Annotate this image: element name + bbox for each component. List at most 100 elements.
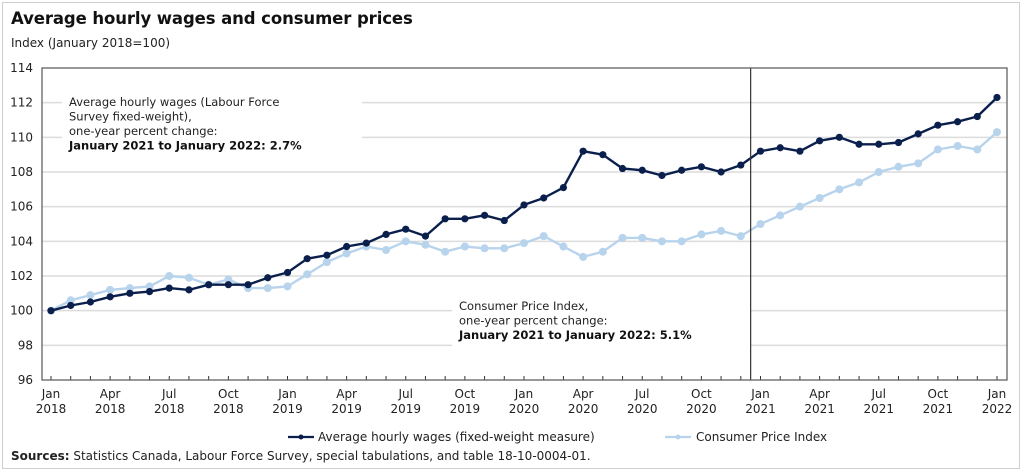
cpi-point [460,242,469,251]
wages-point [835,133,843,141]
y-tick-label: 108 [10,165,33,179]
wages-point [402,225,410,233]
wages-point [165,284,173,292]
y-tick-label: 110 [10,130,33,144]
x-tick-label-year: 2019 [450,402,481,416]
wages-point [618,164,627,173]
axes [41,67,1008,381]
cpi-point [263,284,272,293]
annotation-wages-line: one-year percent change: [69,124,218,138]
wages-point [106,293,114,301]
cpi-point [638,233,647,242]
wages-point [875,140,883,148]
cpi-point [559,242,568,251]
wages-point [382,230,390,238]
y-tick-label: 112 [10,96,33,110]
cpi-point [480,244,489,253]
x-tick-label-year: 2022 [982,402,1013,416]
x-tick-label-year: 2020 [568,402,599,416]
cpi-point [106,285,115,294]
cpi-point [697,230,706,239]
cpi-point [914,159,923,168]
x-tick-label-year: 2020 [627,402,658,416]
wages-point [658,171,666,180]
wages-point [599,151,607,159]
wages-point [559,184,568,192]
wages-point [362,239,370,247]
wages-point [441,215,449,223]
cpi-point [993,128,1001,137]
cpi-point [677,237,686,246]
wages-point [776,144,784,152]
wages-point [678,166,686,174]
cpi-point [835,185,844,194]
y-axis-label: Index (January 2018=100) [11,36,171,50]
cpi-point [66,296,75,305]
wages-point [224,281,232,289]
annotation-wages-line: Survey fixed-weight), [69,110,192,124]
x-tick-label-month: Jul [634,387,649,401]
x-tick-label-year: 2019 [272,402,303,416]
x-tick-label-month: Oct [218,387,239,401]
cpi-point [598,247,607,256]
wages-point [756,147,765,155]
annotations: Average hourly wages (Labour ForceSurvey… [62,92,750,348]
wages-point [323,251,331,259]
cpi-point [86,291,95,300]
cpi-point [855,178,864,187]
cpi-point [224,275,233,284]
x-tick-label-month: Jan [41,387,61,401]
x-tick-label-year: 2019 [390,402,421,416]
x-tick-label-month: Oct [928,387,949,401]
wages-point [264,274,272,282]
x-tick-label-month: Jul [161,387,176,401]
x-tick-label-month: Apr [336,387,357,401]
wages-point [914,130,922,138]
annotation-wages-change: January 2021 to January 2022: 2.7% [68,139,302,153]
cpi-point [874,168,883,176]
annotation-bg [452,296,750,348]
x-tick-label-year: 2021 [863,402,894,416]
cpi-line [50,131,998,312]
cpi-point [795,202,804,211]
wages-point [145,288,154,296]
wages-point [855,140,863,148]
annotation-cpi-line: one-year percent change: [459,314,608,328]
cpi-point [776,211,785,220]
cpi-point [382,246,391,254]
wages-point [717,168,725,176]
y-tick-label: 114 [10,61,33,75]
sources-text: Statistics Canada, Labour Force Survey, … [69,449,591,463]
annotation-wages-line: Average hourly wages (Labour Force [69,95,279,109]
cpi-point [657,237,666,246]
sources-label: Sources: [11,449,70,463]
x-tick-label-month: Jan [750,387,770,401]
cpi-point [125,284,134,293]
annotation-bg [62,92,362,154]
wages-point [973,112,981,121]
wages-point [185,286,193,294]
x-tick-label-year: 2021 [745,402,776,416]
cpi-point [421,240,430,249]
chart-title: Average hourly wages and consumer prices [11,9,413,28]
x-tick-label-year: 2018 [213,402,244,416]
cpi-point [973,145,982,154]
legend-cpi-label: Consumer Price Index [696,430,827,444]
annotation-cpi-line: Consumer Price Index, [459,299,588,313]
y-axis-ticks: 96 98 100 102 104 106 108 110 112 114 [10,61,33,387]
cpi-point [342,249,351,258]
wages-point [993,93,1001,102]
wages-point [205,281,213,289]
annotation-cpi-change: January 2021 to January 2022: 5.1% [458,328,692,342]
x-tick-label-year: 2020 [509,402,540,416]
cpi-point [894,162,903,171]
wages-point [67,301,75,310]
wages-point [244,281,252,289]
wages-point [816,137,824,145]
cpi-point [618,233,627,242]
wages-point [638,166,646,174]
wages-point [579,147,587,155]
series-layer [47,93,1001,315]
